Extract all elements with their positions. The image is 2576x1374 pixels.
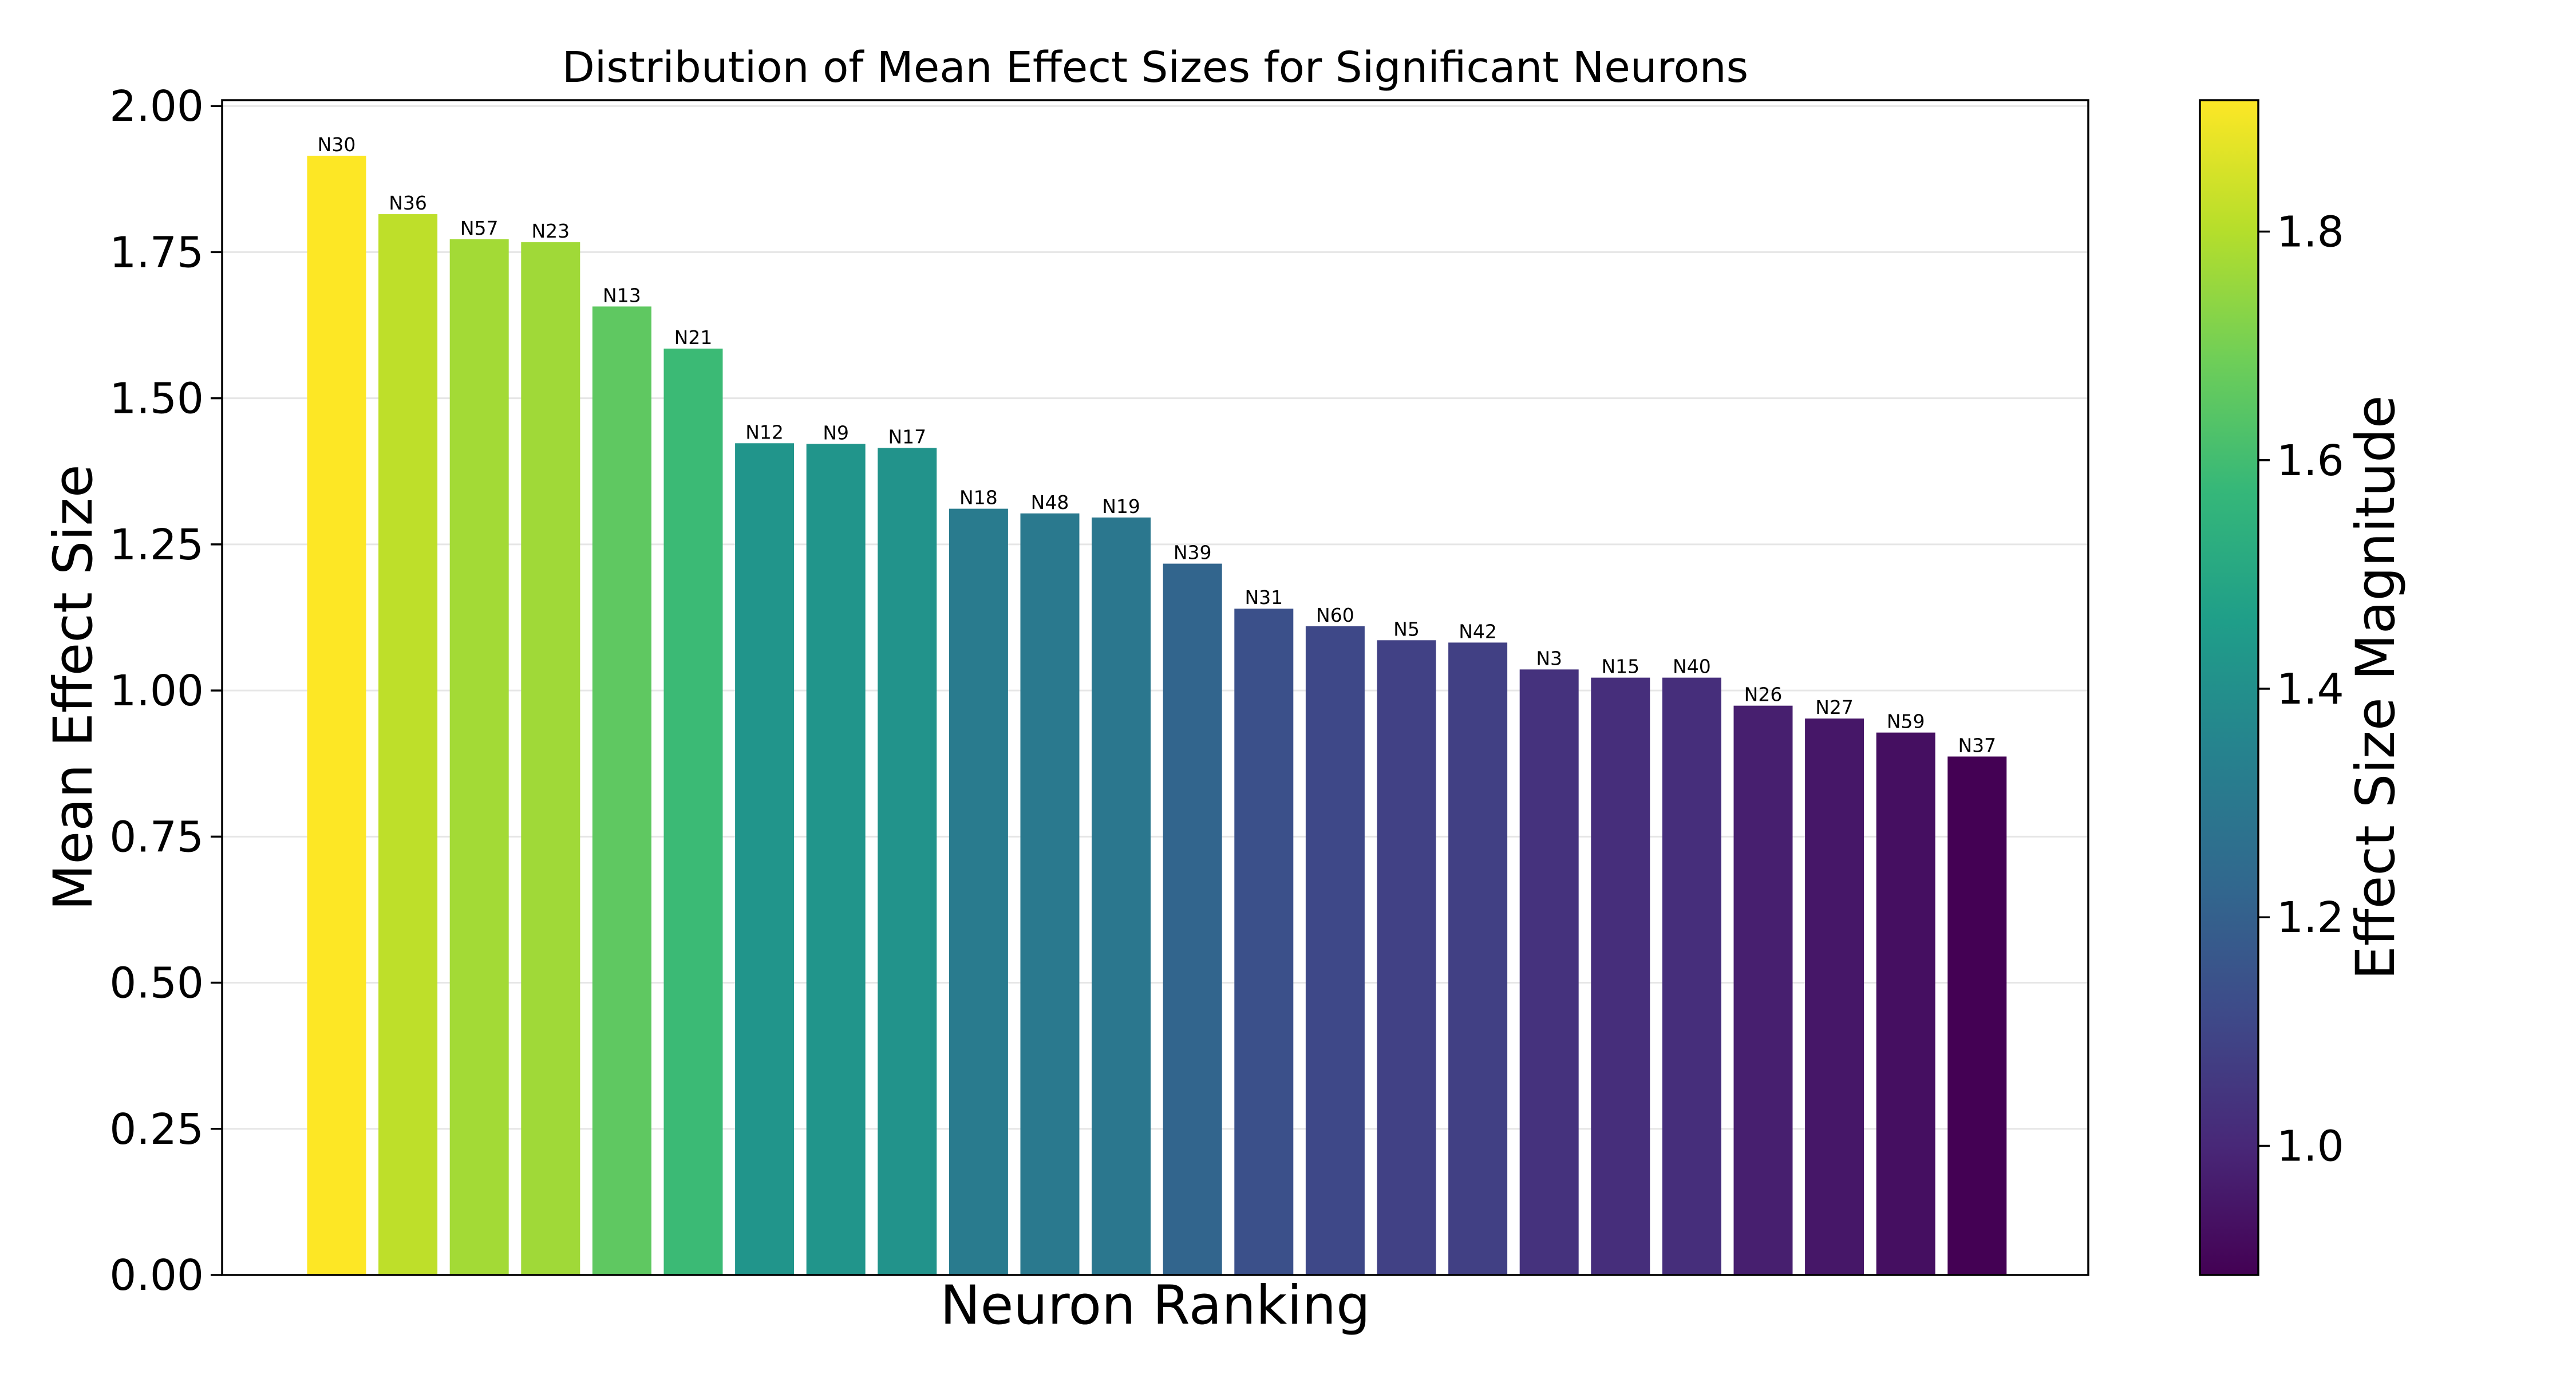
bar-label: N19 <box>1102 495 1140 518</box>
bar-label: N5 <box>1393 618 1420 640</box>
bar-n21 <box>663 348 723 1275</box>
chart-title: Distribution of Mean Effect Sizes for Si… <box>562 43 1748 92</box>
bar-label: N21 <box>674 326 713 349</box>
y-axis-label: Mean Effect Size <box>42 464 105 910</box>
bar-label: N9 <box>823 421 849 444</box>
bar-label: N23 <box>531 220 570 242</box>
y-tick-label: 0.50 <box>109 959 204 1008</box>
bar-label: N48 <box>1031 491 1069 514</box>
y-tick-label: 0.25 <box>109 1105 204 1154</box>
colorbar-tick-label: 1.0 <box>2277 1122 2344 1171</box>
bar-n39 <box>1163 563 1222 1276</box>
colorbar-ticks: 1.0 1.2 1.4 1.6 1.8 <box>2258 208 2344 1171</box>
bar-labels: N30 N36 N57 N23 N13 N21 N12 N9 N17 N18 N48 N19 N39 N3… <box>318 133 1996 756</box>
y-axis-ticks: 0.00 0.25 0.50 0.75 1.00 1.25 1.50 1.75 2.00 <box>109 82 222 1300</box>
colorbar-tick-label: 1.8 <box>2277 208 2344 257</box>
bar-n26 <box>1733 705 1793 1275</box>
bar-label: N26 <box>1744 684 1783 706</box>
colorbar-tick-label: 1.2 <box>2277 893 2344 942</box>
bar-label: N30 <box>318 133 356 156</box>
bar-n9 <box>806 444 866 1275</box>
x-axis-label: Neuron Ranking <box>940 1274 1370 1337</box>
bar-n30 <box>307 155 366 1275</box>
bar-n3 <box>1519 669 1579 1275</box>
bar-n48 <box>1020 513 1080 1275</box>
bar-label: N12 <box>745 421 784 443</box>
y-tick-label: 1.25 <box>109 520 204 570</box>
bar-n31 <box>1234 609 1294 1275</box>
y-tick-label: 1.00 <box>109 666 204 716</box>
bar-n13 <box>592 306 651 1275</box>
bar-label: N13 <box>603 284 641 306</box>
y-tick-label: 1.50 <box>109 374 204 424</box>
bar-n17 <box>878 448 937 1275</box>
bar-label: N39 <box>1174 542 1212 564</box>
bar-n42 <box>1448 642 1508 1275</box>
bars <box>307 155 2007 1276</box>
bar-label: N17 <box>888 425 926 448</box>
colorbar-tick-label: 1.6 <box>2277 436 2344 485</box>
bar-label: N18 <box>959 487 998 509</box>
y-tick-label: 0.00 <box>109 1251 204 1300</box>
bar-n18 <box>949 508 1008 1275</box>
bar-n5 <box>1377 640 1436 1275</box>
bar-label: N3 <box>1536 647 1562 669</box>
y-tick-label: 1.75 <box>109 228 204 277</box>
bar-n23 <box>521 242 580 1275</box>
bar-label: N42 <box>1459 620 1497 642</box>
bar-label: N60 <box>1316 604 1354 626</box>
bar-n15 <box>1591 677 1650 1275</box>
colorbar-tick-label: 1.4 <box>2277 665 2344 714</box>
bar-n27 <box>1805 718 1864 1275</box>
bar-label: N36 <box>389 192 427 214</box>
bar-label: N27 <box>1815 696 1854 718</box>
bar-n40 <box>1662 677 1721 1275</box>
y-tick-label: 0.75 <box>109 812 204 862</box>
bar-n37 <box>1947 756 2007 1275</box>
colorbar-label: Effect Size Magnitude <box>2345 395 2407 980</box>
bar-label: N57 <box>460 217 499 239</box>
y-tick-label: 2.00 <box>109 82 204 131</box>
bar-n60 <box>1305 626 1365 1275</box>
bar-n57 <box>449 239 509 1275</box>
bar-n12 <box>735 443 795 1276</box>
colorbar <box>2199 99 2259 1276</box>
bar-label: N40 <box>1673 656 1711 678</box>
bar-label: N31 <box>1244 586 1283 609</box>
bar-label: N15 <box>1601 656 1639 678</box>
bar-n59 <box>1876 732 1935 1275</box>
bar-n19 <box>1092 517 1151 1275</box>
bar-label: N37 <box>1958 734 1996 756</box>
plot-area-frame <box>221 99 2089 1276</box>
bar-label: N59 <box>1887 710 1925 733</box>
bar-n36 <box>378 214 438 1276</box>
